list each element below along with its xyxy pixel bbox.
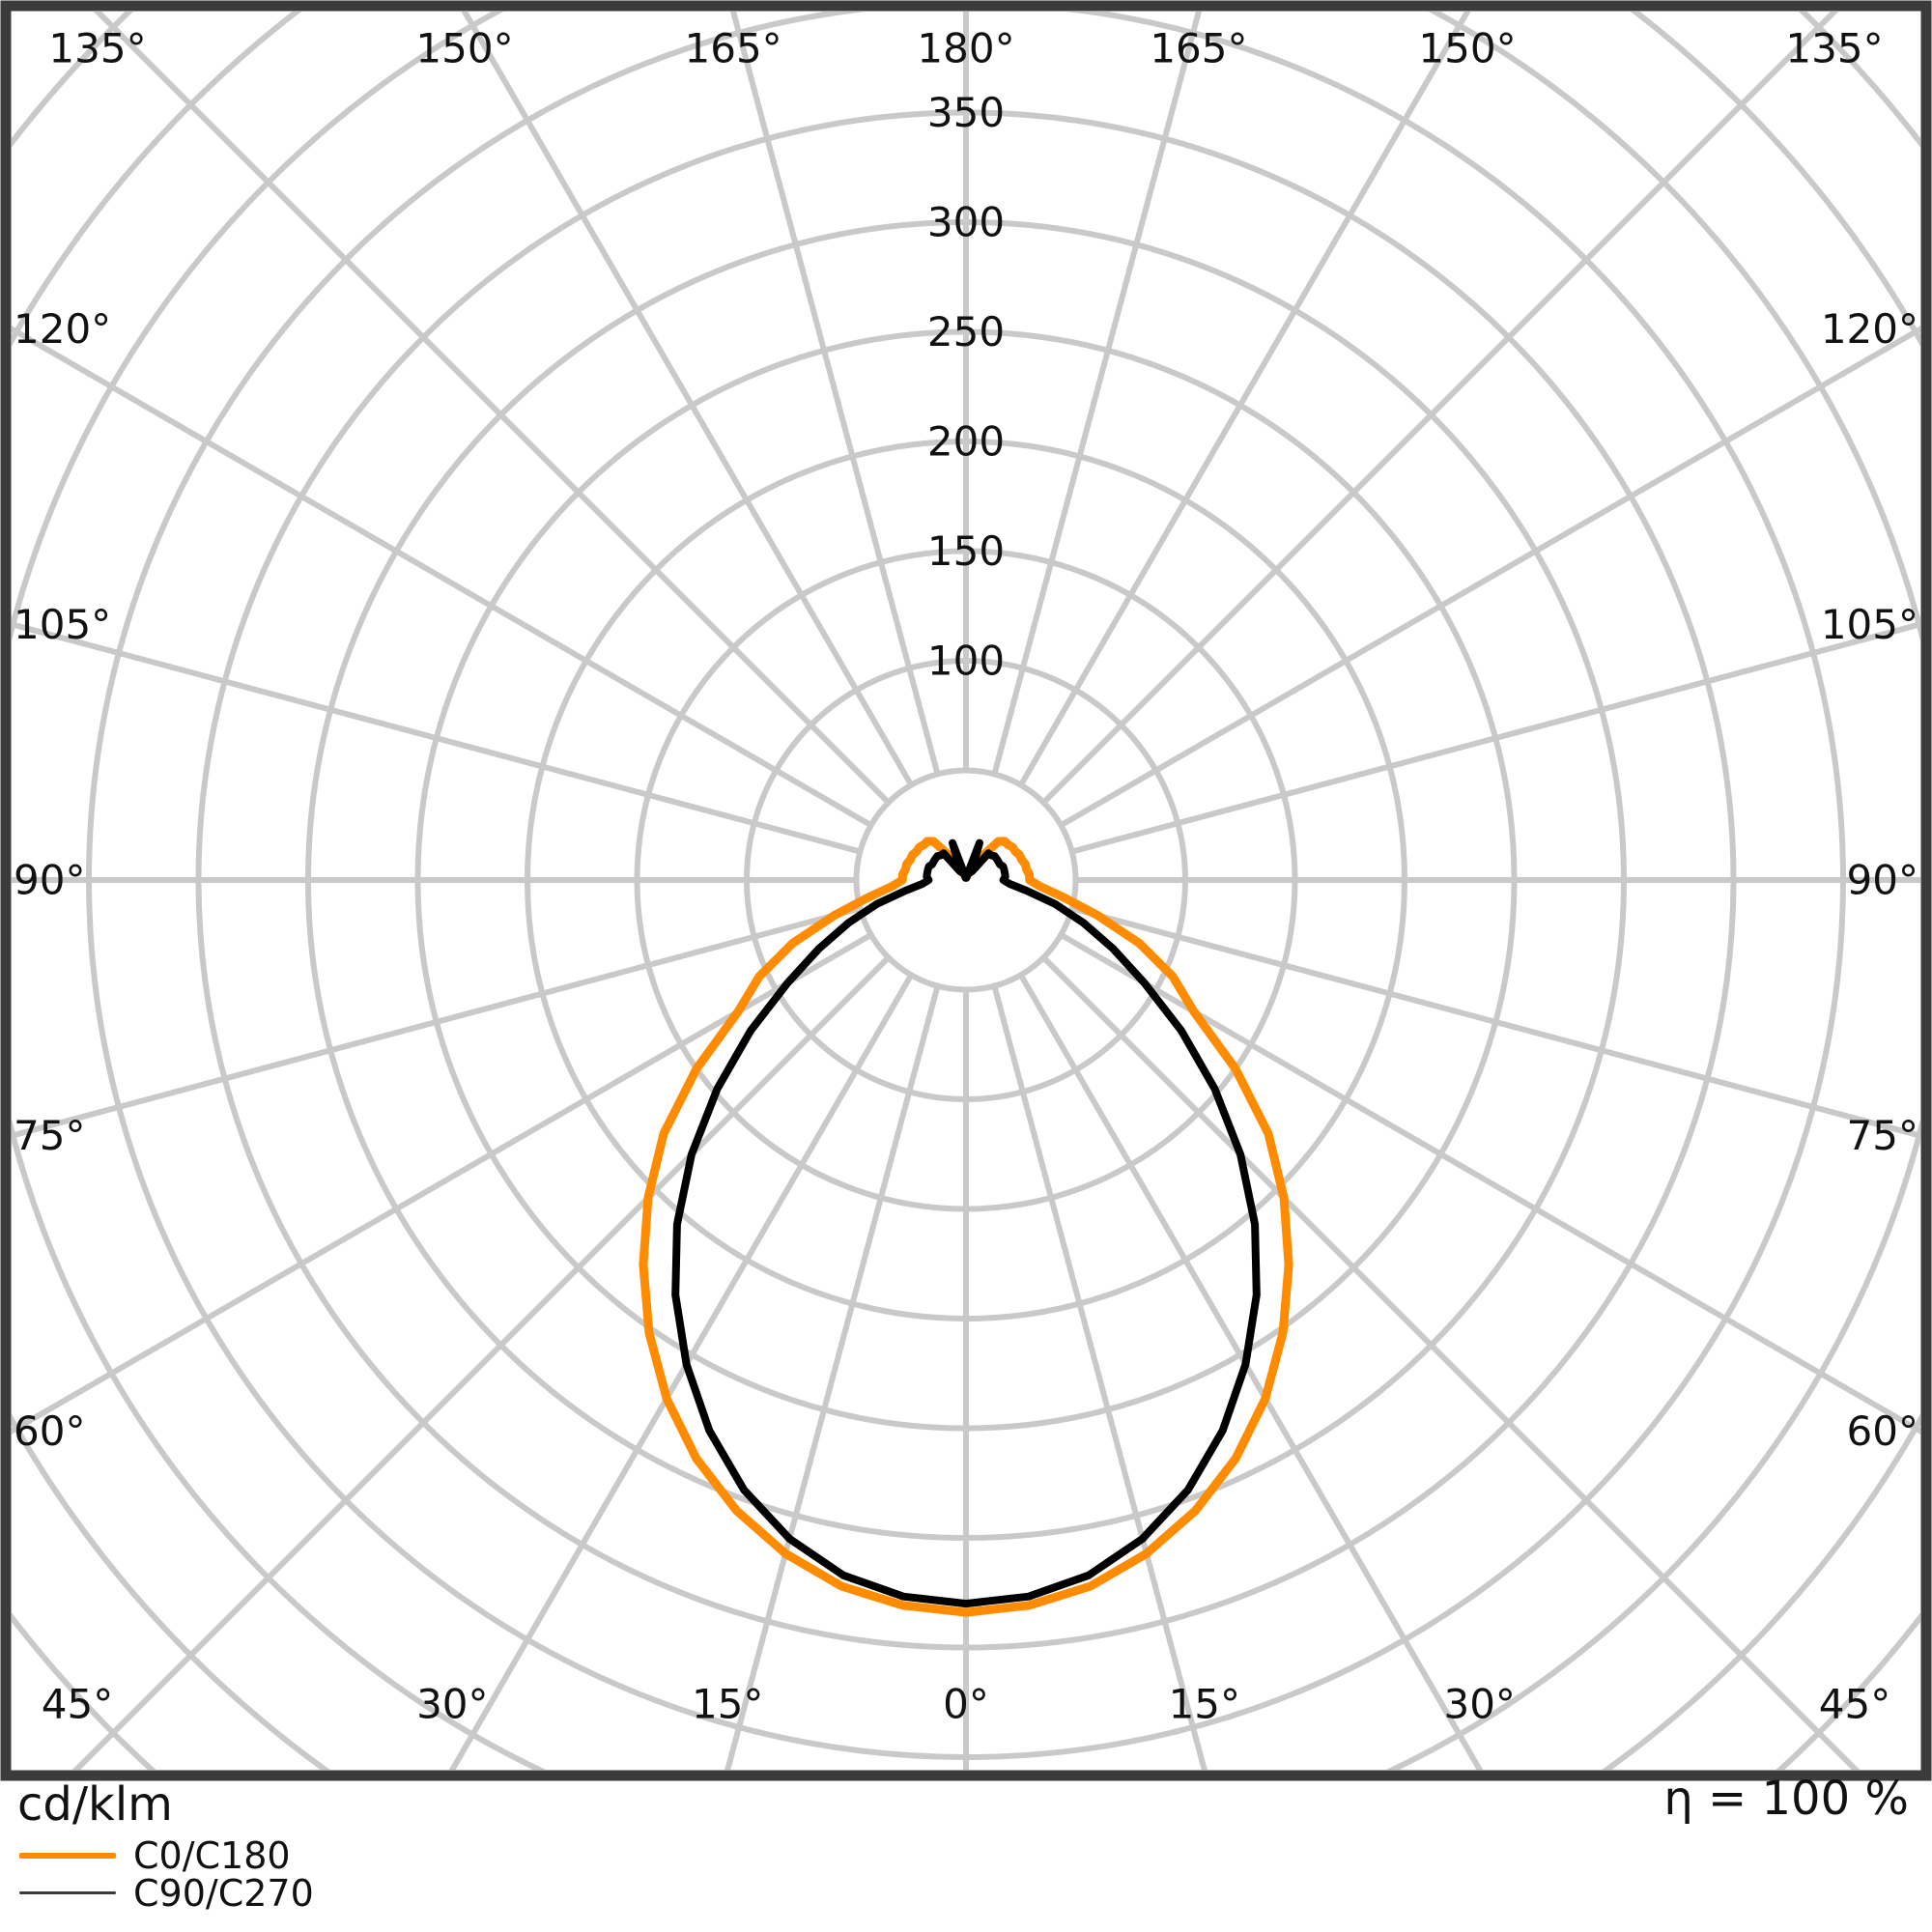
c90-c270-curve [671,838,1261,1608]
angle-label: 90° [14,857,85,904]
legend-label-c90: C90/C270 [133,1871,314,1915]
angle-label: 15° [692,1681,763,1728]
legend: C0/C180 C90/C270 [19,1836,314,1912]
legend-swatch-c90-icon [19,1891,116,1894]
angle-label: 105° [14,601,111,648]
legend-item-c0: C0/C180 [19,1836,314,1874]
angle-label: 75° [14,1112,85,1159]
efficiency-label: η = 100 % [1663,1772,1909,1826]
angle-label: 90° [1847,857,1918,904]
radial-tick-label: 350 [927,89,1005,136]
angle-label: 150° [1418,25,1516,72]
angle-label: 120° [14,305,111,353]
angle-label: 150° [415,25,513,72]
c0-c180-curve [639,837,1293,1617]
angle-label: 30° [1443,1681,1515,1728]
angle-label: 60° [1847,1407,1918,1455]
legend-label-c0: C0/C180 [133,1833,291,1877]
angle-label: 60° [14,1407,85,1455]
legend-swatch-c0-icon [19,1852,116,1859]
units-label: cd/klm [17,1777,173,1832]
angle-label: 45° [1819,1681,1890,1728]
angle-label: 135° [1785,25,1883,72]
angle-label: 165° [1150,25,1247,72]
angle-label: 180° [917,25,1014,72]
radial-tick-label: 300 [927,199,1005,246]
angle-label: 120° [1821,305,1918,353]
angle-label: 15° [1169,1681,1240,1728]
radial-tick-label: 200 [927,418,1005,466]
radial-tick-label: 100 [927,638,1005,685]
angle-label: 75° [1847,1112,1918,1159]
radial-tick-label: 150 [927,527,1005,575]
legend-item-c90: C90/C270 [19,1874,314,1912]
angle-label: 30° [416,1681,488,1728]
plot-frame [0,0,1932,1781]
angle-label: 0° [943,1681,989,1728]
angle-label: 45° [42,1681,113,1728]
radial-tick-label: 250 [927,308,1005,355]
angle-label: 165° [685,25,782,72]
angle-label: 105° [1821,601,1918,648]
angle-label: 135° [48,25,146,72]
